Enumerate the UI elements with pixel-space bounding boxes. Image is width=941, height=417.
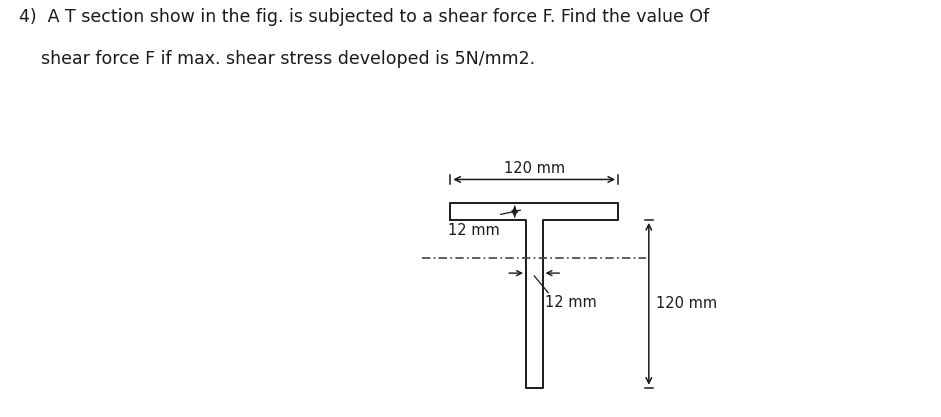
- Text: 120 mm: 120 mm: [503, 161, 565, 176]
- Text: 120 mm: 120 mm: [656, 296, 717, 311]
- Text: 12 mm: 12 mm: [448, 223, 500, 238]
- Text: 12 mm: 12 mm: [546, 296, 598, 311]
- Text: 4)  A T section show in the fig. is subjected to a shear force F. Find the value: 4) A T section show in the fig. is subje…: [19, 8, 710, 26]
- Text: shear force F if max. shear stress developed is 5N/mm2.: shear force F if max. shear stress devel…: [19, 50, 534, 68]
